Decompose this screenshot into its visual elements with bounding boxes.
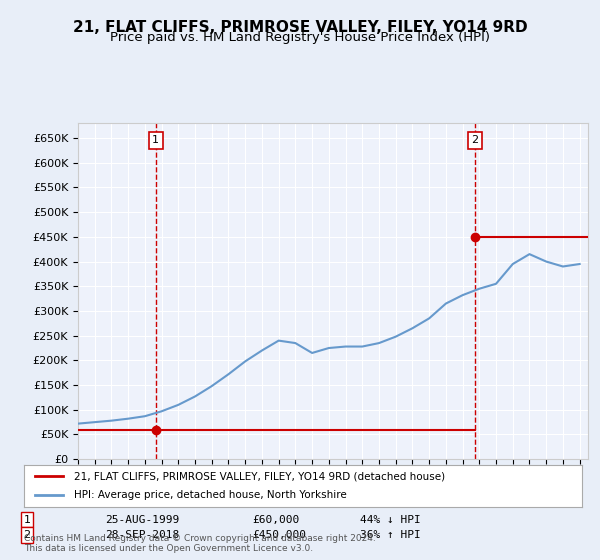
- Text: HPI: Average price, detached house, North Yorkshire: HPI: Average price, detached house, Nort…: [74, 491, 347, 501]
- Text: Price paid vs. HM Land Registry's House Price Index (HPI): Price paid vs. HM Land Registry's House …: [110, 31, 490, 44]
- Text: 1: 1: [23, 515, 31, 525]
- Text: £60,000: £60,000: [252, 515, 299, 525]
- Text: £450,000: £450,000: [252, 530, 306, 540]
- Text: Contains HM Land Registry data © Crown copyright and database right 2024.
This d: Contains HM Land Registry data © Crown c…: [24, 534, 376, 553]
- Text: 2: 2: [23, 530, 31, 540]
- Text: 2: 2: [472, 136, 479, 146]
- Text: 25-AUG-1999: 25-AUG-1999: [105, 515, 179, 525]
- Text: 21, FLAT CLIFFS, PRIMROSE VALLEY, FILEY, YO14 9RD: 21, FLAT CLIFFS, PRIMROSE VALLEY, FILEY,…: [73, 20, 527, 35]
- Text: 44% ↓ HPI: 44% ↓ HPI: [360, 515, 421, 525]
- Text: 28-SEP-2018: 28-SEP-2018: [105, 530, 179, 540]
- Text: 1: 1: [152, 136, 159, 146]
- Text: 36% ↑ HPI: 36% ↑ HPI: [360, 530, 421, 540]
- Text: 21, FLAT CLIFFS, PRIMROSE VALLEY, FILEY, YO14 9RD (detached house): 21, FLAT CLIFFS, PRIMROSE VALLEY, FILEY,…: [74, 471, 445, 481]
